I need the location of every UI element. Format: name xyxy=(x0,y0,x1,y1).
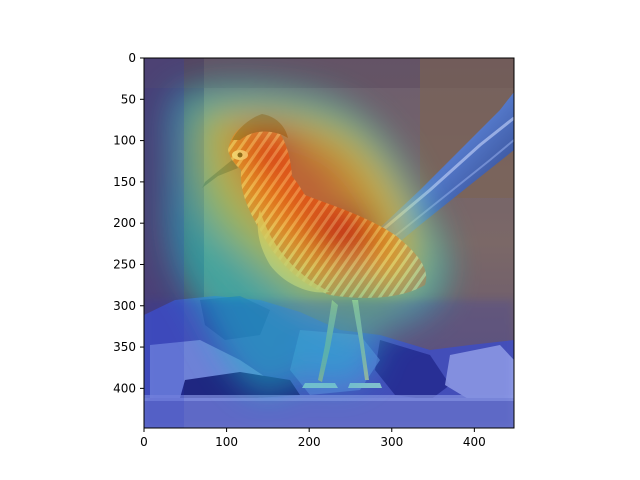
y-tick-label: 250 xyxy=(113,257,136,271)
y-tick-label: 0 xyxy=(128,51,136,65)
x-tick-label: 400 xyxy=(463,435,486,449)
y-tick-label: 150 xyxy=(113,175,136,189)
y-tick-label: 50 xyxy=(121,92,136,106)
x-tick-label: 0 xyxy=(140,435,148,449)
y-tick-label: 350 xyxy=(113,340,136,354)
axes-frame xyxy=(143,57,515,429)
y-tick-label: 200 xyxy=(113,216,136,230)
x-tick-label: 300 xyxy=(380,435,403,449)
y-axis: 0 50 100 150 200 250 300 350 400 xyxy=(113,51,144,395)
x-axis: 0 100 200 300 400 xyxy=(140,428,486,449)
photo-image xyxy=(144,58,514,428)
x-tick-label: 100 xyxy=(215,435,238,449)
y-tick-label: 400 xyxy=(113,381,136,395)
y-tick-label: 100 xyxy=(113,134,136,148)
heatmap-overlay xyxy=(144,58,514,428)
x-tick-label: 200 xyxy=(298,435,321,449)
y-tick-label: 300 xyxy=(113,299,136,313)
